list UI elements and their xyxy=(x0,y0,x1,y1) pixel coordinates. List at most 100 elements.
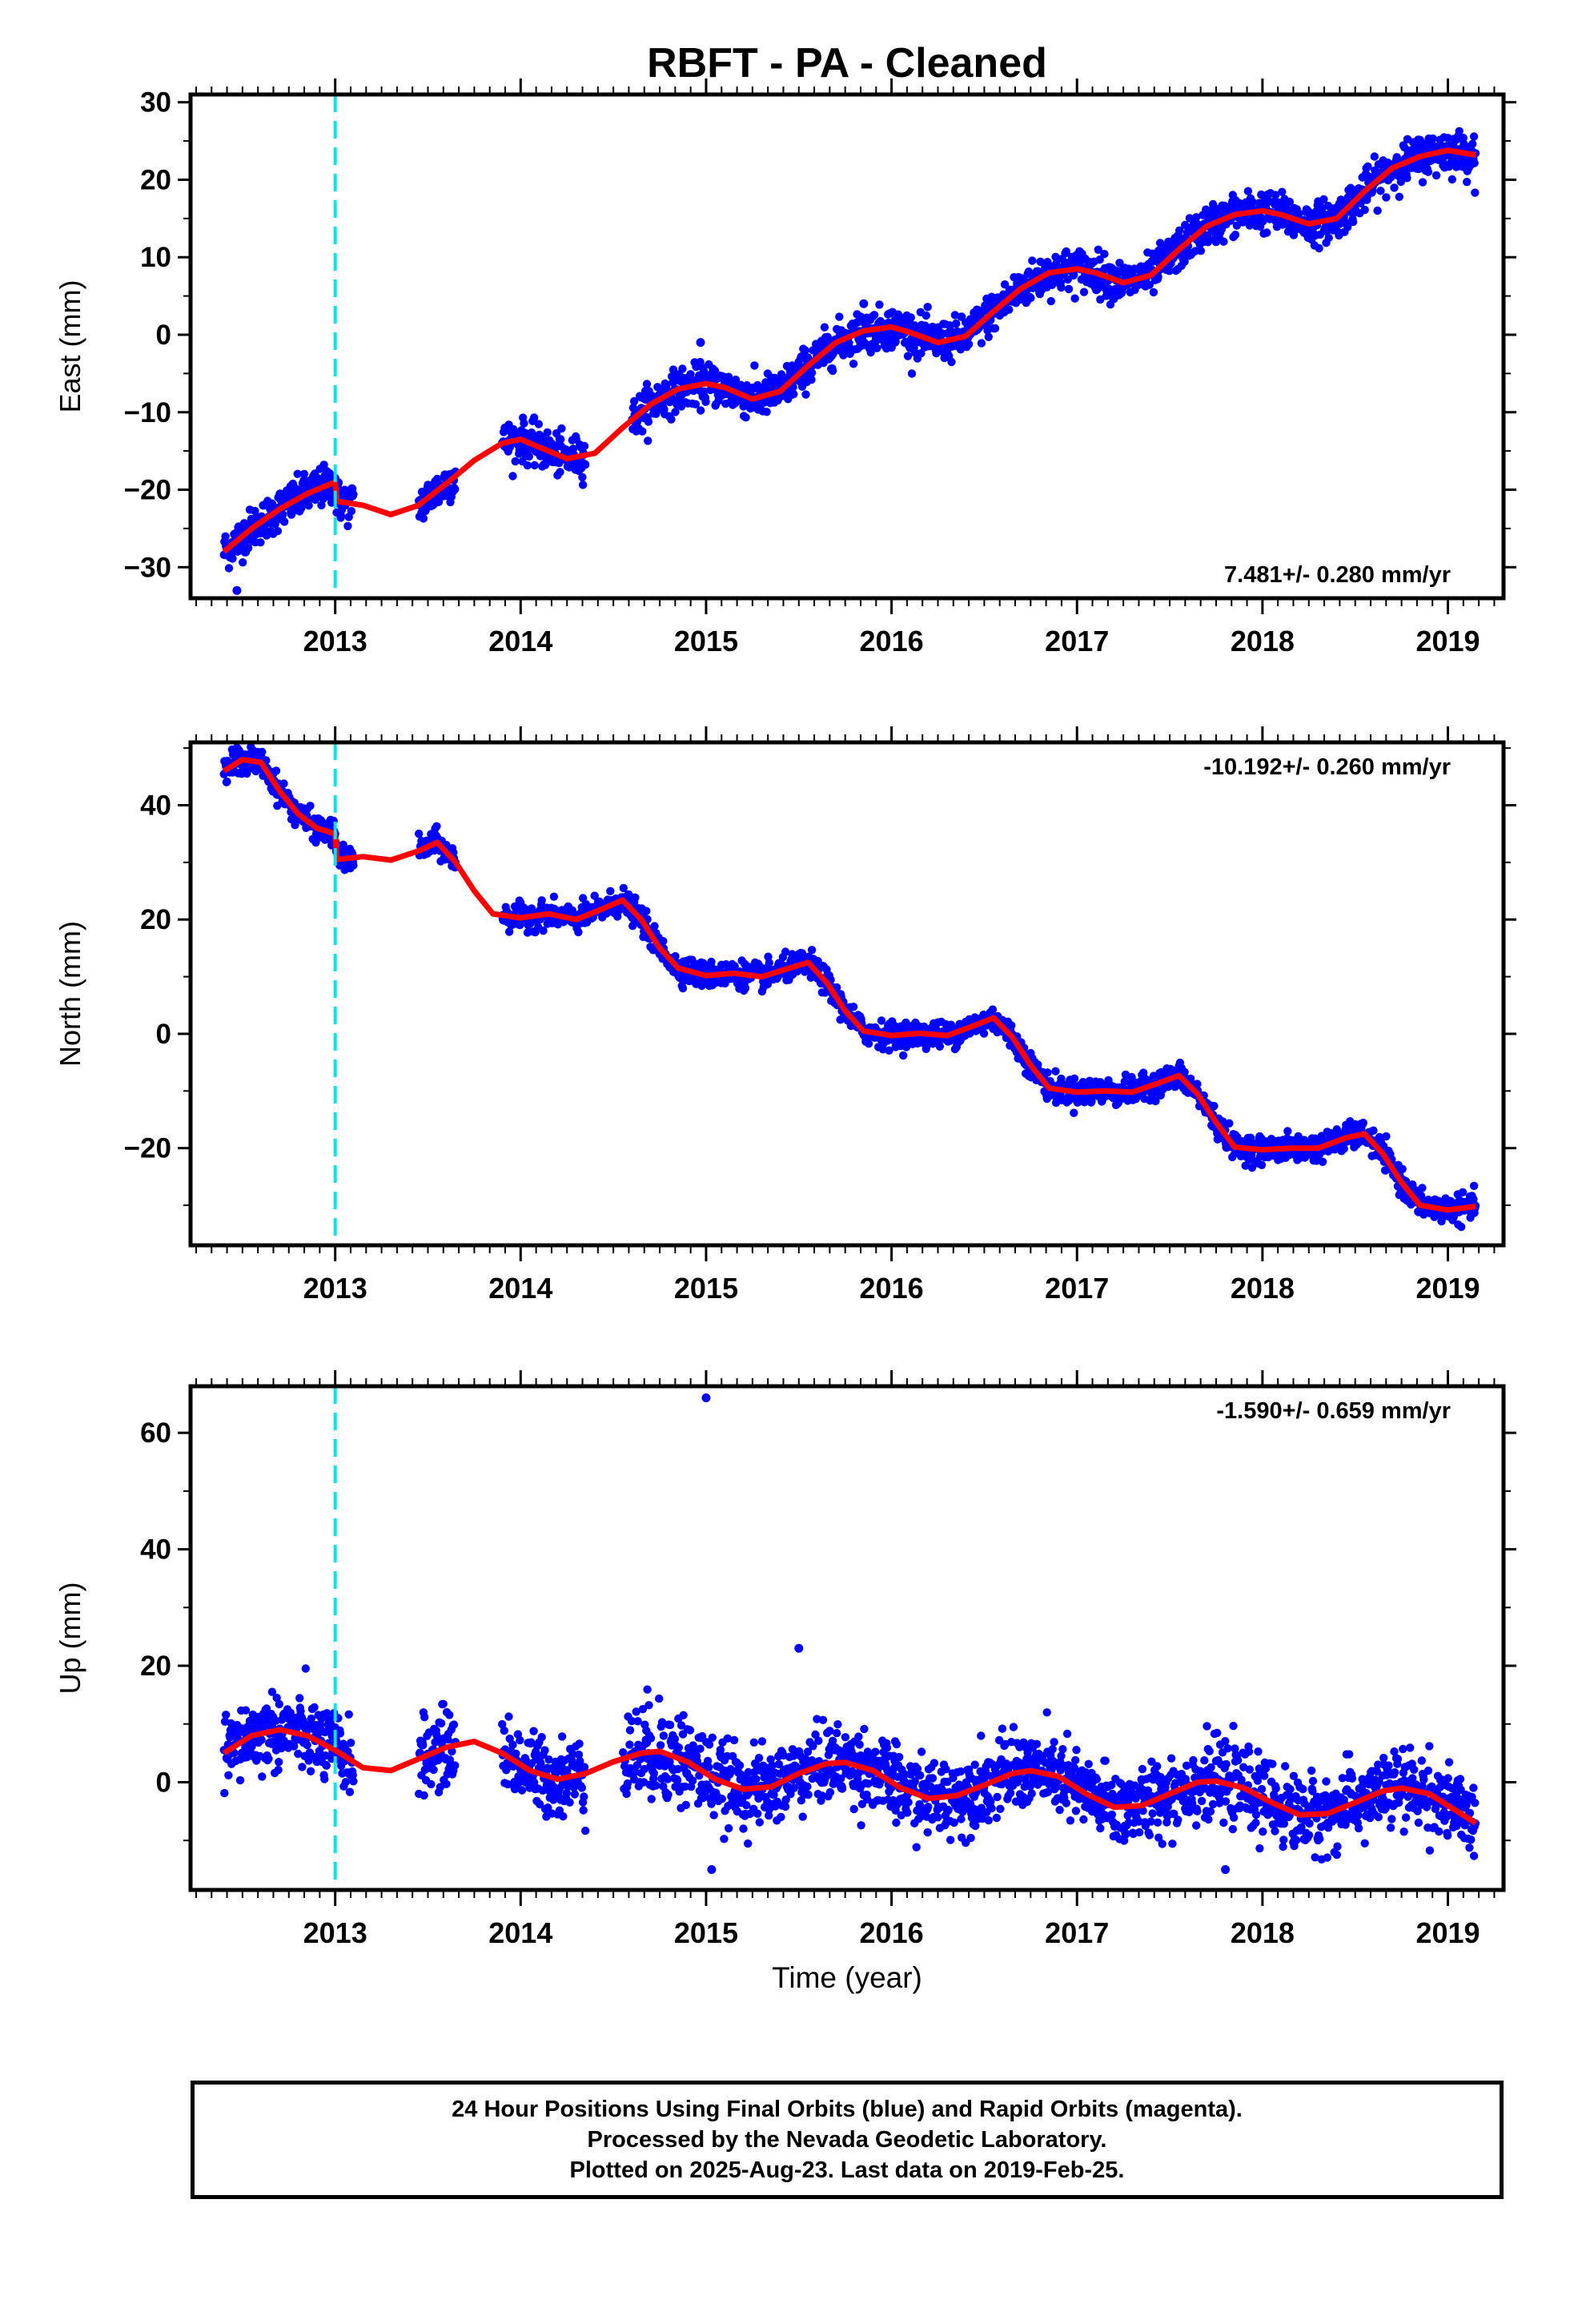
east-ytick-label: 10 xyxy=(140,242,171,273)
east-data-point xyxy=(873,344,881,352)
north-xtick-label: 2013 xyxy=(303,1272,367,1305)
east-model-line xyxy=(222,147,1476,554)
east-data-point xyxy=(1370,152,1379,161)
east-data-point xyxy=(1062,247,1071,256)
north-data-point xyxy=(1469,1181,1479,1191)
east-data-point xyxy=(580,441,589,451)
east-data-point xyxy=(337,512,346,521)
up-data-point xyxy=(235,1775,245,1785)
east-data-point xyxy=(629,396,639,406)
north-data-point xyxy=(650,922,659,931)
east-data-point xyxy=(1046,296,1056,306)
east-data-point xyxy=(1319,195,1328,204)
east-data-point xyxy=(299,469,309,479)
north-data-point xyxy=(678,983,688,993)
north-xtick-label: 2018 xyxy=(1231,1272,1295,1305)
east-data-point xyxy=(977,339,986,348)
east-data-point xyxy=(557,424,566,433)
east-ylabel: East (mm) xyxy=(54,280,86,413)
north-data-point xyxy=(619,883,628,893)
north-data-point xyxy=(807,946,817,955)
east-data-point xyxy=(1149,287,1158,297)
east-data-point xyxy=(1470,159,1479,167)
up-data-point xyxy=(222,1711,231,1719)
north-data-point xyxy=(1339,1144,1348,1153)
north-data-point xyxy=(606,887,615,896)
east-data-point xyxy=(1376,187,1385,195)
east-data-point xyxy=(642,380,652,388)
north-data-point xyxy=(1369,1126,1378,1135)
east-data-point xyxy=(1382,193,1391,202)
east-data-point xyxy=(638,427,647,436)
east-data-point xyxy=(1395,192,1404,201)
north-data-point xyxy=(1257,1160,1267,1170)
east-data-point xyxy=(578,472,587,482)
east-data-point xyxy=(1094,245,1103,254)
east-data-point xyxy=(1459,134,1468,143)
north-data-point xyxy=(671,951,680,961)
east-data-point xyxy=(701,397,710,406)
east-data-point xyxy=(835,312,844,321)
north-data-point xyxy=(1418,1184,1427,1192)
east-data-point xyxy=(1471,188,1480,197)
east-data-point xyxy=(239,558,247,567)
east-data-point xyxy=(451,485,460,494)
up-data-point xyxy=(275,1758,283,1767)
east-ytick-label: 30 xyxy=(140,87,171,119)
east-data-point xyxy=(1463,178,1472,187)
east-data-point xyxy=(556,435,565,444)
east-data-point xyxy=(1175,226,1184,235)
north-data-point xyxy=(1186,1074,1195,1084)
east-data-point xyxy=(1154,272,1162,281)
east-data-point xyxy=(1181,220,1190,230)
east-data-point xyxy=(990,324,1000,333)
east-data-point xyxy=(947,357,956,367)
north-data-point xyxy=(1469,1195,1478,1204)
east-data-point xyxy=(1028,256,1037,265)
up-data-point xyxy=(220,1788,229,1798)
east-data-point xyxy=(1180,257,1189,266)
east-data-point xyxy=(917,349,926,358)
up-data-point xyxy=(258,1772,267,1781)
east-data-point xyxy=(434,497,444,506)
north-data-point xyxy=(1457,1222,1466,1232)
east-data-point xyxy=(1248,198,1257,207)
north-data-point xyxy=(1070,1108,1078,1117)
east-data-point xyxy=(667,415,676,424)
east-data-point xyxy=(1285,197,1295,207)
east-data-point xyxy=(1455,127,1464,135)
east-data-point xyxy=(671,408,680,416)
east-data-point xyxy=(984,332,994,341)
east-data-point xyxy=(1390,183,1399,192)
north-data-point xyxy=(1318,1157,1327,1167)
north-data-point xyxy=(516,920,524,930)
east-data-point xyxy=(1295,209,1303,218)
east-data-point xyxy=(243,544,253,553)
east-data-point xyxy=(1418,178,1427,187)
east-data-point xyxy=(1005,305,1014,314)
east-xtick-label: 2013 xyxy=(303,625,367,657)
east-data-point xyxy=(1348,217,1358,227)
north-data-point xyxy=(306,802,315,810)
east-data-point xyxy=(1203,238,1213,247)
east-data-point xyxy=(1271,191,1280,199)
north-data-point xyxy=(349,861,358,870)
east-data-point xyxy=(296,504,306,513)
north-data-point xyxy=(1458,1188,1468,1197)
north-data-point xyxy=(631,893,640,903)
east-data-point xyxy=(1026,293,1035,303)
chart-title: RBFT - PA - Cleaned xyxy=(647,40,1047,86)
north-data-point xyxy=(659,937,668,946)
north-data-point xyxy=(642,907,651,915)
east-data-point xyxy=(1064,284,1074,294)
north-data-point xyxy=(935,1042,945,1051)
east-data-point xyxy=(644,436,652,445)
east-data-point xyxy=(828,366,837,376)
north-data-point xyxy=(549,892,559,901)
east-data-point xyxy=(1423,167,1433,176)
north-data-point xyxy=(741,983,750,993)
east-data-point xyxy=(1360,205,1369,215)
north-data-point xyxy=(537,896,546,905)
